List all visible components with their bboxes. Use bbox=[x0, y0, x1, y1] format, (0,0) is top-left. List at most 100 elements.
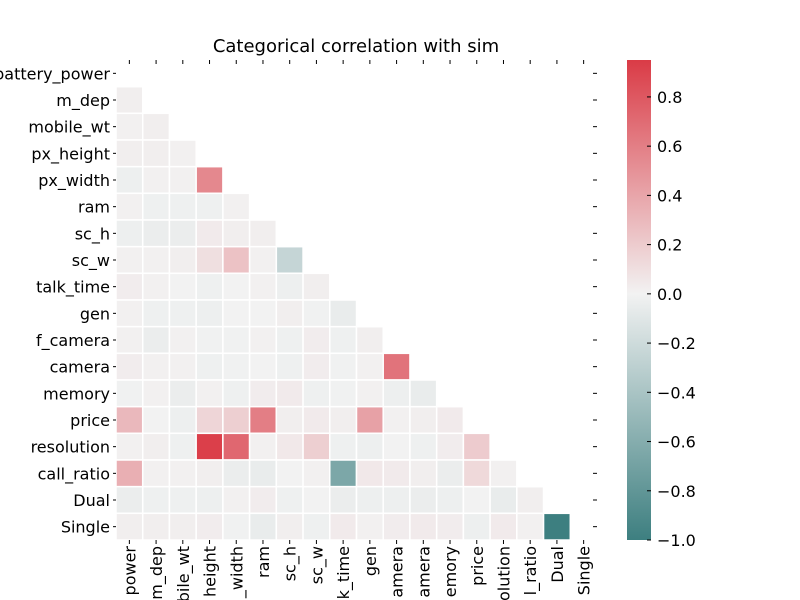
heatmap-cell bbox=[329, 512, 358, 541]
heatmap-cell bbox=[115, 272, 144, 301]
heatmap-cell bbox=[462, 512, 491, 541]
heatmap-cell bbox=[195, 432, 224, 461]
heatmap-cell bbox=[275, 459, 304, 488]
heatmap-cell bbox=[542, 512, 572, 541]
heatmap-cell bbox=[329, 379, 358, 408]
x-tick-label: sc_w bbox=[307, 546, 327, 584]
heatmap-cell bbox=[115, 299, 144, 328]
heatmap-cell bbox=[195, 379, 224, 408]
x-tick-labels: power m_dep obile_wt height _width ram sc_h sc_… bbox=[120, 60, 594, 600]
heatmap-cell bbox=[195, 485, 224, 515]
heatmap-cell bbox=[141, 405, 171, 435]
heatmap-cell bbox=[222, 272, 251, 301]
heatmap-cell bbox=[222, 459, 251, 488]
chart-title: Categorical correlation with sim bbox=[213, 36, 499, 57]
heatmap-cell bbox=[275, 352, 304, 381]
heatmap-cell bbox=[355, 352, 384, 381]
heatmap-cell bbox=[382, 379, 411, 408]
heatmap-cell bbox=[141, 299, 171, 328]
heatmap-cell bbox=[195, 325, 224, 355]
x-tick-label: obile_wt bbox=[174, 546, 194, 600]
heatmap-cell bbox=[222, 325, 251, 355]
heatmap-cell bbox=[195, 299, 224, 328]
heatmap-cell bbox=[141, 192, 171, 221]
heatmap-cell bbox=[516, 485, 545, 515]
heatmap-cell bbox=[409, 405, 438, 435]
heatmap-cell bbox=[248, 379, 278, 408]
heatmap-cell bbox=[168, 245, 197, 275]
y-tick-label: px_height bbox=[31, 144, 110, 164]
y-tick-label: gen bbox=[80, 304, 110, 323]
heatmap-cell bbox=[222, 299, 251, 328]
heatmap-cell bbox=[302, 459, 331, 488]
heatmap-cell bbox=[222, 192, 251, 221]
heatmap-cell bbox=[195, 405, 224, 435]
x-tick-label: amera bbox=[388, 546, 407, 598]
heatmap-cell bbox=[168, 432, 197, 461]
heatmap-cell bbox=[222, 432, 251, 461]
heatmap-cell bbox=[275, 272, 304, 301]
y-tick-label: battery_power bbox=[0, 64, 110, 84]
heatmap-cell bbox=[275, 432, 304, 461]
heatmap-cell bbox=[489, 459, 518, 488]
heatmap-cell bbox=[115, 245, 144, 275]
x-tick-label: power bbox=[120, 546, 139, 596]
heatmap-cell bbox=[141, 379, 171, 408]
heatmap-cell bbox=[141, 139, 171, 168]
heatmap-cell bbox=[248, 512, 278, 541]
y-tick-label: px_width bbox=[38, 171, 110, 191]
heatmap-cell bbox=[248, 325, 278, 355]
heatmap-cell bbox=[302, 379, 331, 408]
y-tick-label: call_ratio bbox=[38, 464, 110, 484]
heatmap-cell bbox=[382, 459, 411, 488]
heatmap-cell bbox=[355, 379, 384, 408]
heatmap-cell bbox=[435, 512, 465, 541]
heatmap-cell bbox=[329, 325, 358, 355]
heatmap-cell bbox=[275, 325, 304, 355]
colorbar-tick-label: −1.0 bbox=[657, 531, 696, 550]
x-tick-label: olution bbox=[494, 546, 513, 600]
heatmap-cell bbox=[248, 219, 278, 248]
heatmap-cell bbox=[435, 459, 465, 488]
x-tick-label: price bbox=[468, 546, 487, 586]
heatmap-cell bbox=[382, 352, 411, 381]
heatmap-cell bbox=[275, 379, 304, 408]
heatmap-cell bbox=[355, 325, 384, 355]
heatmap-cell bbox=[195, 272, 224, 301]
colorbar-tick-label: 0.2 bbox=[657, 236, 682, 255]
x-tick-label: ram bbox=[254, 546, 273, 578]
heatmap-cell bbox=[222, 379, 251, 408]
heatmap-cell bbox=[409, 459, 438, 488]
heatmap-cell bbox=[115, 219, 144, 248]
colorbar-tick-label: −0.4 bbox=[657, 383, 696, 402]
heatmap-cell bbox=[115, 192, 144, 221]
heatmap-cell bbox=[115, 165, 144, 195]
x-tick-label: sc_h bbox=[281, 546, 301, 581]
heatmap-cell bbox=[168, 405, 197, 435]
heatmap-cell bbox=[248, 459, 278, 488]
heatmap-cell bbox=[382, 405, 411, 435]
x-tick-label: Single bbox=[575, 546, 594, 595]
y-tick-label: ram bbox=[78, 198, 110, 217]
heatmap-cell bbox=[302, 485, 331, 515]
heatmap-cell bbox=[141, 352, 171, 381]
x-tick-label: Dual bbox=[548, 546, 567, 583]
y-tick-label: m_dep bbox=[56, 91, 110, 111]
heatmap-cell bbox=[382, 432, 411, 461]
y-tick-label: sc_h bbox=[75, 224, 110, 244]
heatmap-cell bbox=[222, 405, 251, 435]
heatmap-cell bbox=[168, 459, 197, 488]
heatmap-cell bbox=[329, 299, 358, 328]
heatmap-cell bbox=[115, 379, 144, 408]
heatmap-cell bbox=[329, 485, 358, 515]
heatmap-cell bbox=[115, 325, 144, 355]
heatmap-cell bbox=[302, 272, 331, 301]
heatmap-cell bbox=[168, 192, 197, 221]
heatmap-cell bbox=[302, 512, 331, 541]
heatmap-cell bbox=[516, 512, 545, 541]
y-tick-label: Dual bbox=[73, 491, 110, 510]
heatmap-cell bbox=[329, 432, 358, 461]
heatmap-cell bbox=[168, 219, 197, 248]
heatmap-cell bbox=[382, 485, 411, 515]
